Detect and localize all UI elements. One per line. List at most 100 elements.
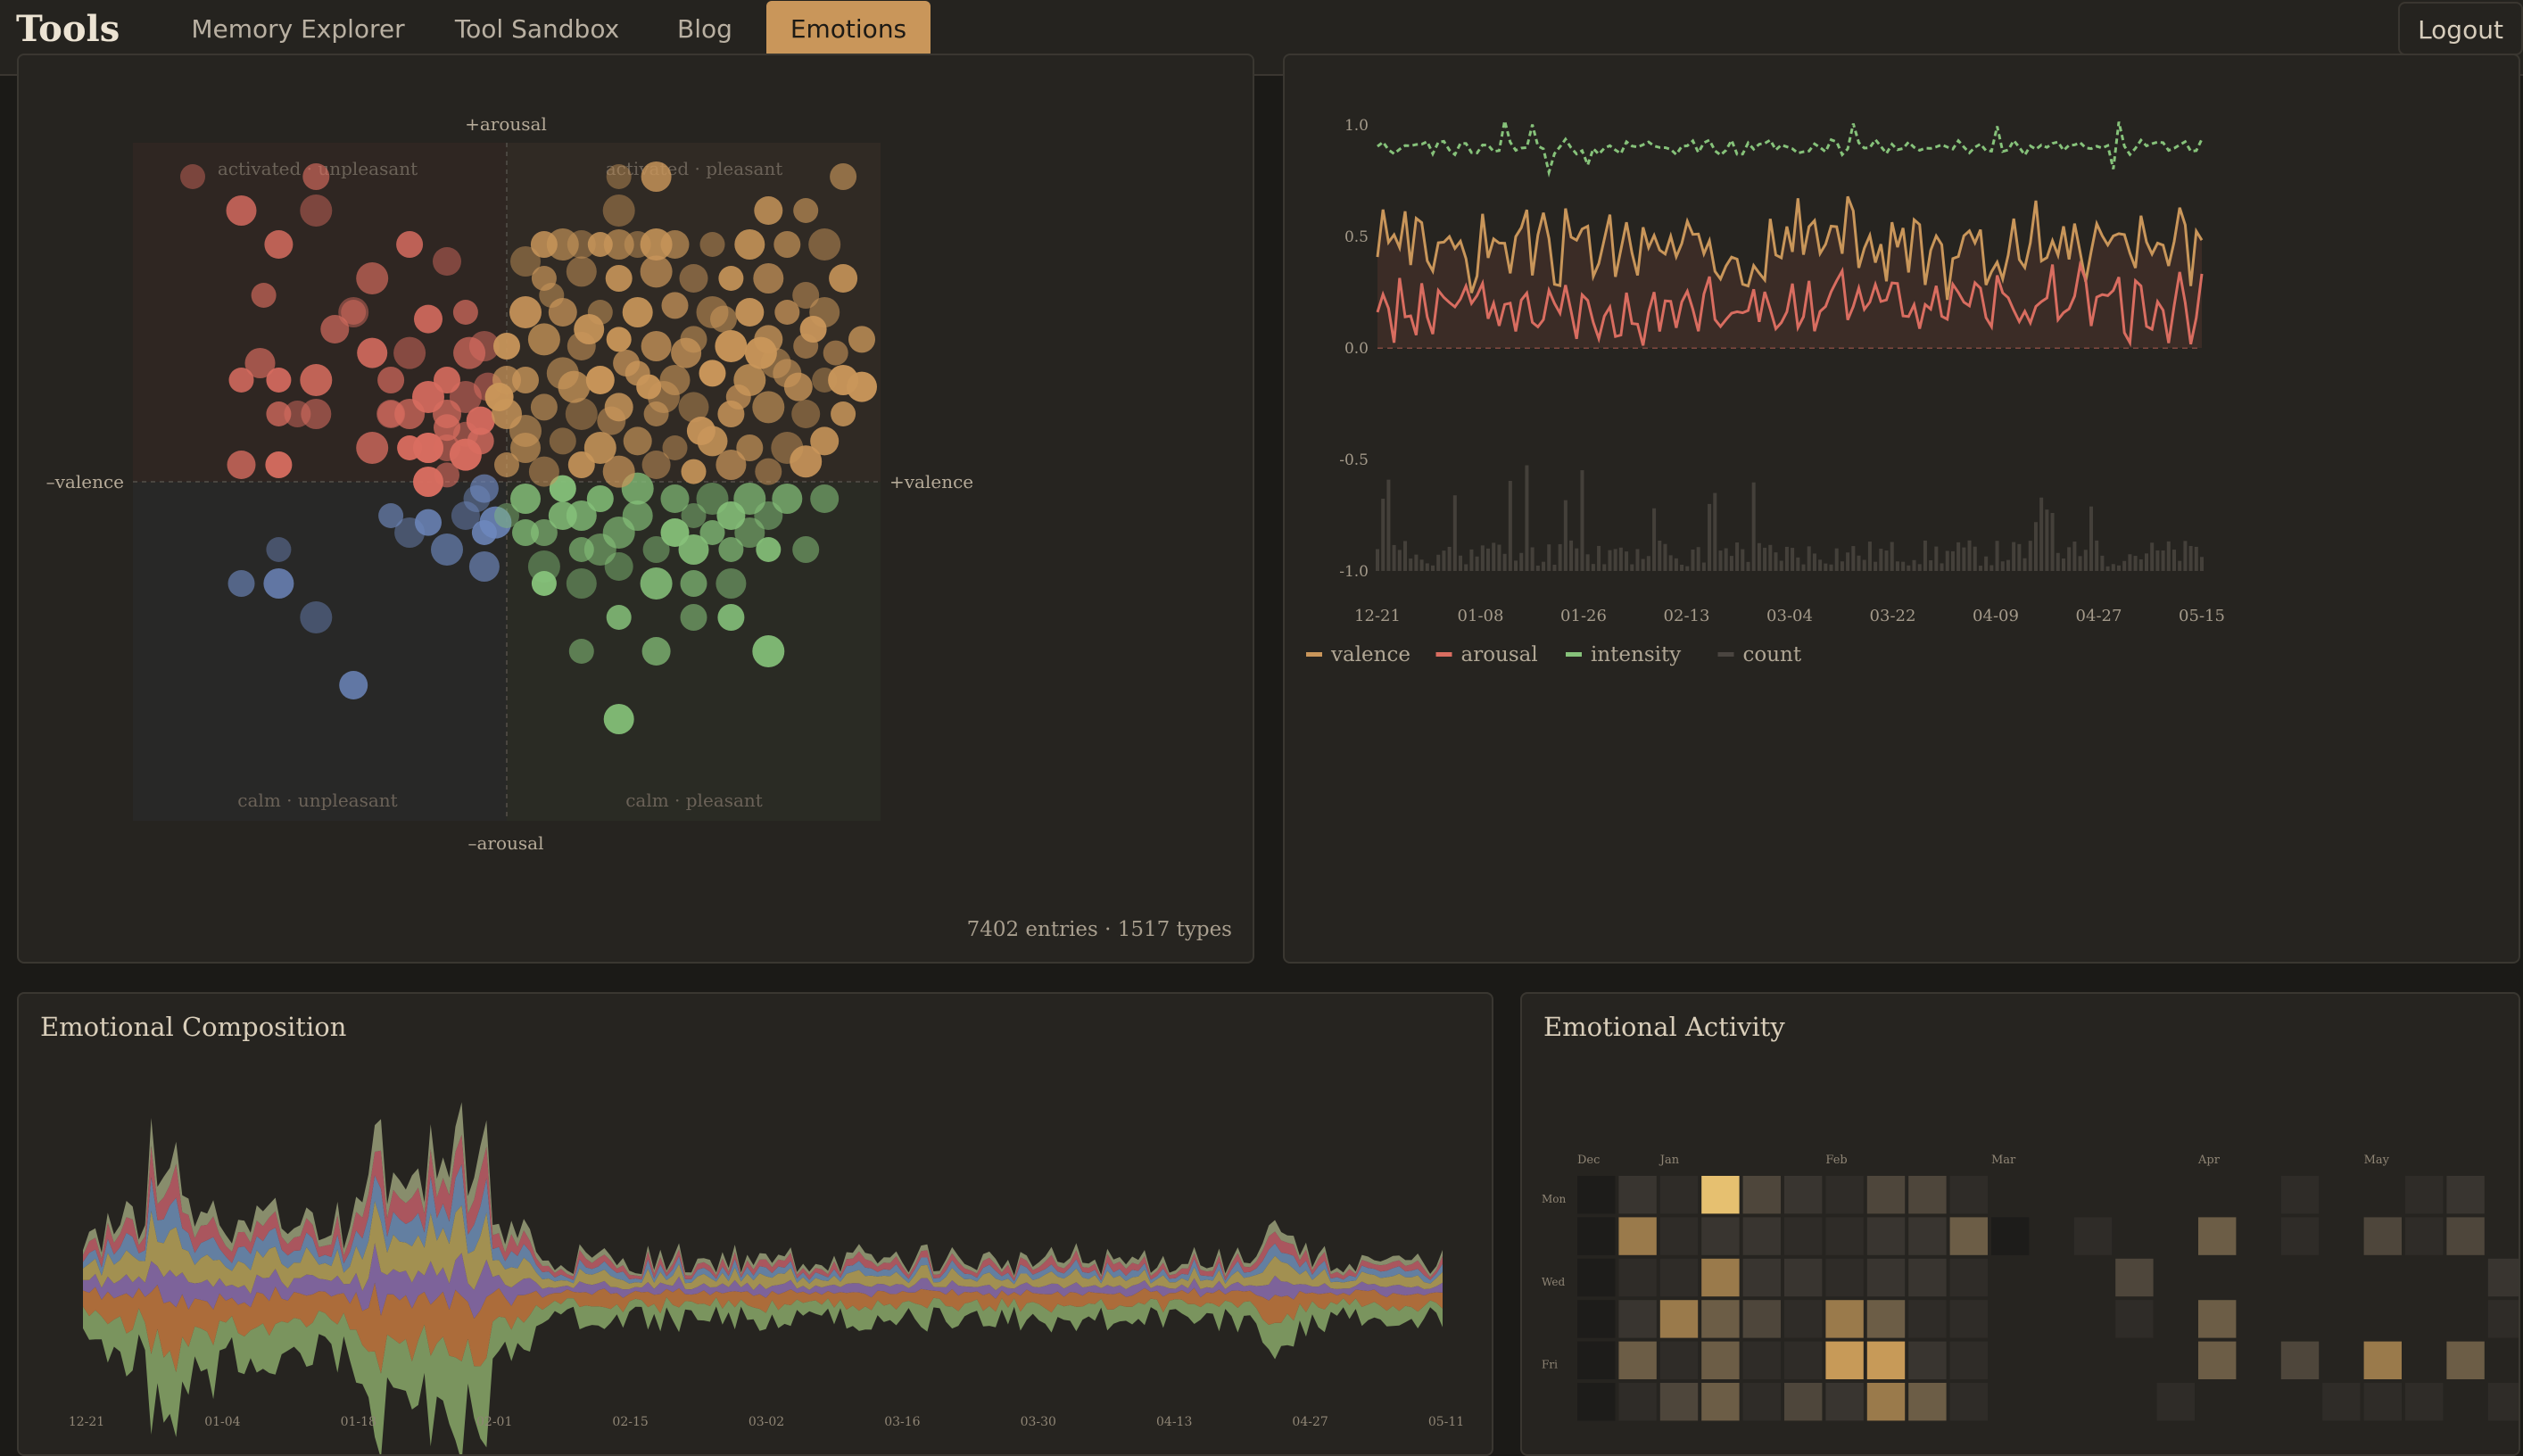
scatter-point[interactable] xyxy=(266,401,292,426)
scatter-point[interactable] xyxy=(509,296,542,328)
scatter-point[interactable] xyxy=(831,401,856,426)
scatter-point[interactable] xyxy=(484,383,514,411)
heatmap-cell[interactable] xyxy=(2198,1341,2237,1379)
scatter-point[interactable] xyxy=(479,506,512,539)
scatter-point[interactable] xyxy=(266,368,292,393)
scatter-point[interactable] xyxy=(790,445,823,478)
heatmap-cell[interactable] xyxy=(2115,1300,2154,1338)
scatter-point[interactable] xyxy=(264,230,294,259)
heatmap-cell[interactable] xyxy=(1742,1258,1781,1297)
scatter-point[interactable] xyxy=(660,518,690,547)
heatmap-cell[interactable] xyxy=(2198,1300,2237,1338)
heatmap-cell[interactable] xyxy=(1618,1300,1657,1338)
scatter-point[interactable] xyxy=(226,195,257,226)
scatter-point[interactable] xyxy=(636,374,662,400)
scatter-point[interactable] xyxy=(715,330,748,362)
scatter-point[interactable] xyxy=(469,474,499,503)
scatter-point[interactable] xyxy=(585,366,615,394)
arousal-line[interactable] xyxy=(1376,260,2204,348)
scatter-point[interactable] xyxy=(266,537,292,562)
nav-memory-explorer[interactable]: Memory Explorer xyxy=(191,14,405,44)
heatmap-cell[interactable] xyxy=(2115,1258,2154,1297)
nav-blog[interactable]: Blog xyxy=(677,14,732,44)
scatter-point[interactable] xyxy=(606,605,632,630)
legend-label[interactable]: intensity xyxy=(1591,643,1681,666)
scatter-point[interactable] xyxy=(320,315,350,343)
stream-layer[interactable] xyxy=(83,1243,1443,1319)
scatter-point[interactable] xyxy=(228,368,254,393)
heatmap-cell[interactable] xyxy=(1825,1176,1864,1214)
nav-emotions[interactable]: Emotions xyxy=(766,1,931,58)
scatter-point[interactable] xyxy=(754,501,783,530)
heatmap-cell[interactable] xyxy=(1577,1383,1616,1421)
scatter-point[interactable] xyxy=(847,371,877,402)
scatter-point[interactable] xyxy=(378,503,404,528)
scatter-point[interactable] xyxy=(434,414,460,442)
heatmap-cell[interactable] xyxy=(1866,1176,1906,1214)
intensity-line[interactable] xyxy=(1377,120,2204,178)
scatter-point[interactable] xyxy=(567,230,596,259)
scatter-point[interactable] xyxy=(574,314,605,344)
heatmap-cell[interactable] xyxy=(1784,1300,1823,1338)
heatmap-cell[interactable] xyxy=(1784,1341,1823,1379)
nav-tool-sandbox[interactable]: Tool Sandbox xyxy=(454,14,620,44)
heatmap-cell[interactable] xyxy=(1784,1258,1823,1297)
scatter-point[interactable] xyxy=(662,435,688,460)
scatter-point[interactable] xyxy=(716,450,747,480)
heatmap-cell[interactable] xyxy=(1949,1217,1988,1255)
heatmap-cell[interactable] xyxy=(1908,1300,1947,1338)
scatter-point[interactable] xyxy=(530,393,558,421)
heatmap-cell[interactable] xyxy=(1742,1217,1781,1255)
scatter-point[interactable] xyxy=(660,484,690,513)
scatter-point[interactable] xyxy=(734,517,765,548)
scatter-point[interactable] xyxy=(244,348,276,378)
scatter-point[interactable] xyxy=(531,571,557,596)
scatter-point[interactable] xyxy=(602,194,635,227)
scatter-point[interactable] xyxy=(377,367,405,393)
heatmap-cell[interactable] xyxy=(1949,1383,1988,1421)
heatmap-cell[interactable] xyxy=(1618,1341,1657,1379)
scatter-point[interactable] xyxy=(251,283,277,308)
heatmap-cell[interactable] xyxy=(2446,1217,2485,1255)
scatter-point[interactable] xyxy=(660,230,690,259)
scatter-point[interactable] xyxy=(528,456,559,487)
heatmap-cell[interactable] xyxy=(1908,1176,1947,1214)
scatter-point[interactable] xyxy=(583,432,616,464)
scatter-point[interactable] xyxy=(699,520,725,545)
scatter-point[interactable] xyxy=(356,262,389,294)
scatter-point[interactable] xyxy=(467,427,494,455)
scatter-point[interactable] xyxy=(640,567,673,600)
heatmap-cell[interactable] xyxy=(1742,1341,1781,1379)
scatter-point[interactable] xyxy=(530,519,558,546)
stream-layer[interactable] xyxy=(83,1296,1443,1454)
scatter-point[interactable] xyxy=(641,451,671,479)
heatmap-cell[interactable] xyxy=(1659,1176,1699,1214)
heatmap-cell[interactable] xyxy=(1618,1176,1657,1214)
heatmap-cell[interactable] xyxy=(1949,1258,1988,1297)
valence-line[interactable] xyxy=(1376,195,2204,301)
scatter-point[interactable] xyxy=(678,534,709,565)
heatmap-cell[interactable] xyxy=(1908,1258,1947,1297)
heatmap-cell[interactable] xyxy=(1825,1341,1864,1379)
scatter-point[interactable] xyxy=(568,639,594,664)
scatter-point[interactable] xyxy=(510,484,541,514)
scatter-point[interactable] xyxy=(680,570,707,597)
heatmap-cell[interactable] xyxy=(1701,1217,1740,1255)
heatmap-cell[interactable] xyxy=(1784,1217,1823,1255)
scatter-point[interactable] xyxy=(640,255,673,288)
heatmap-cell[interactable] xyxy=(2363,1341,2402,1379)
heatmap-cell[interactable] xyxy=(2487,1300,2519,1338)
heatmap-cell[interactable] xyxy=(1618,1383,1657,1421)
scatter-point[interactable] xyxy=(736,434,764,461)
scatter-point[interactable] xyxy=(414,304,443,334)
scatter-point[interactable] xyxy=(603,704,634,734)
heatmap-cell[interactable] xyxy=(1784,1176,1823,1214)
scatter-point[interactable] xyxy=(300,601,333,633)
scatter-point[interactable] xyxy=(393,336,426,369)
heatmap-cell[interactable] xyxy=(2322,1383,2361,1421)
scatter-point[interactable] xyxy=(494,503,519,528)
scatter-point[interactable] xyxy=(451,501,480,530)
scatter-point[interactable] xyxy=(772,484,803,514)
scatter-point[interactable] xyxy=(606,327,632,352)
scatter-point[interactable] xyxy=(679,264,708,293)
